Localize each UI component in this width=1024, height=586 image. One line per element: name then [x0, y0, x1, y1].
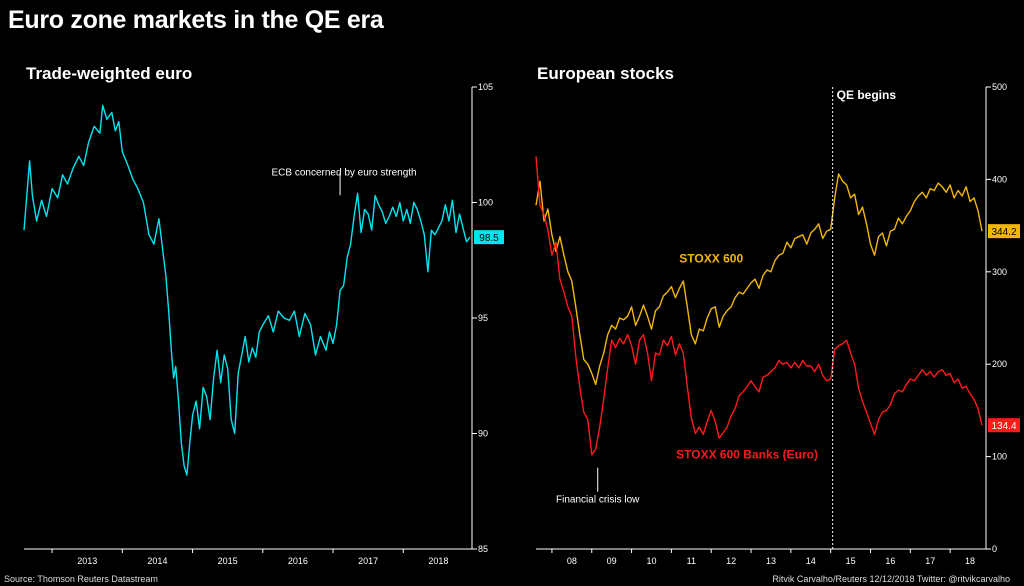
euro-x-tick-label: 2016 — [288, 556, 308, 566]
stocks-x-tick-label: 15 — [846, 556, 856, 566]
stocks-x-tick-label: 11 — [687, 556, 696, 566]
footer-source: Source: Thomson Reuters Datastream — [4, 574, 158, 584]
stocks-x-tick-label: 09 — [607, 556, 617, 566]
stocks-y-tick-label: 0 — [992, 544, 997, 554]
right-panel-title: European stocks — [537, 64, 674, 83]
stocks-x-tick-label: 17 — [925, 556, 935, 566]
euro-y-tick-label: 95 — [478, 313, 488, 323]
euro-x-tick-label: 2017 — [358, 556, 378, 566]
stocks-series-label-0: STOXX 600 — [679, 252, 743, 266]
euro-y-tick-label: 105 — [478, 82, 493, 92]
qe-vline-label: QE begins — [837, 88, 897, 102]
left-panel-title: Trade-weighted euro — [26, 64, 193, 83]
crisis-annotation-text: Financial crisis low — [556, 495, 640, 506]
stocks-x-tick-label: 16 — [885, 556, 895, 566]
stocks-series-line-1 — [535, 156, 983, 456]
euro-y-tick-label: 100 — [478, 198, 493, 208]
euro-x-tick-label: 2018 — [428, 556, 448, 566]
stocks-x-tick-label: 18 — [965, 556, 975, 566]
stocks-y-tick-label: 300 — [992, 267, 1007, 277]
stocks-last-value-badge-0 — [988, 224, 1020, 239]
stocks-y-tick-label: 500 — [992, 82, 1007, 92]
euro-series-line-0 — [23, 104, 471, 476]
stocks-x-tick-label: 08 — [567, 556, 577, 566]
footer-credit: Ritvik Carvalho/Reuters 12/12/2018 Twitt… — [772, 574, 1010, 584]
stocks-x-tick-label: 10 — [646, 556, 656, 566]
euro-x-tick-label: 2014 — [147, 556, 167, 566]
stocks-series-label-1: STOXX 600 Banks (Euro) — [676, 447, 818, 461]
stocks-x-tick-label: 12 — [726, 556, 736, 566]
stocks-x-tick-label: 13 — [766, 556, 776, 566]
stocks-y-tick-label: 400 — [992, 174, 1007, 184]
euro-y-tick-label: 85 — [478, 544, 488, 554]
stocks-y-tick-label: 100 — [992, 452, 1007, 462]
stocks-series-line-0 — [535, 173, 983, 386]
stocks-x-tick-label: 14 — [806, 556, 816, 566]
euro-last-value-badge — [474, 230, 504, 245]
main-title: Euro zone markets in the QE era — [8, 6, 384, 34]
euro-y-tick-label: 90 — [478, 429, 488, 439]
stocks-y-tick-label: 200 — [992, 359, 1007, 369]
stocks-last-value-text-1: 134.4 — [991, 421, 1016, 432]
euro-last-value-text: 98.5 — [479, 233, 499, 244]
stocks-last-value-badge-1 — [988, 418, 1020, 433]
euro-x-tick-label: 2015 — [218, 556, 238, 566]
stocks-last-value-text-0: 344.2 — [991, 227, 1016, 238]
euro-x-tick-label: 2013 — [77, 556, 97, 566]
euro-annotation-text: ECB concerned by euro strength — [272, 167, 417, 178]
